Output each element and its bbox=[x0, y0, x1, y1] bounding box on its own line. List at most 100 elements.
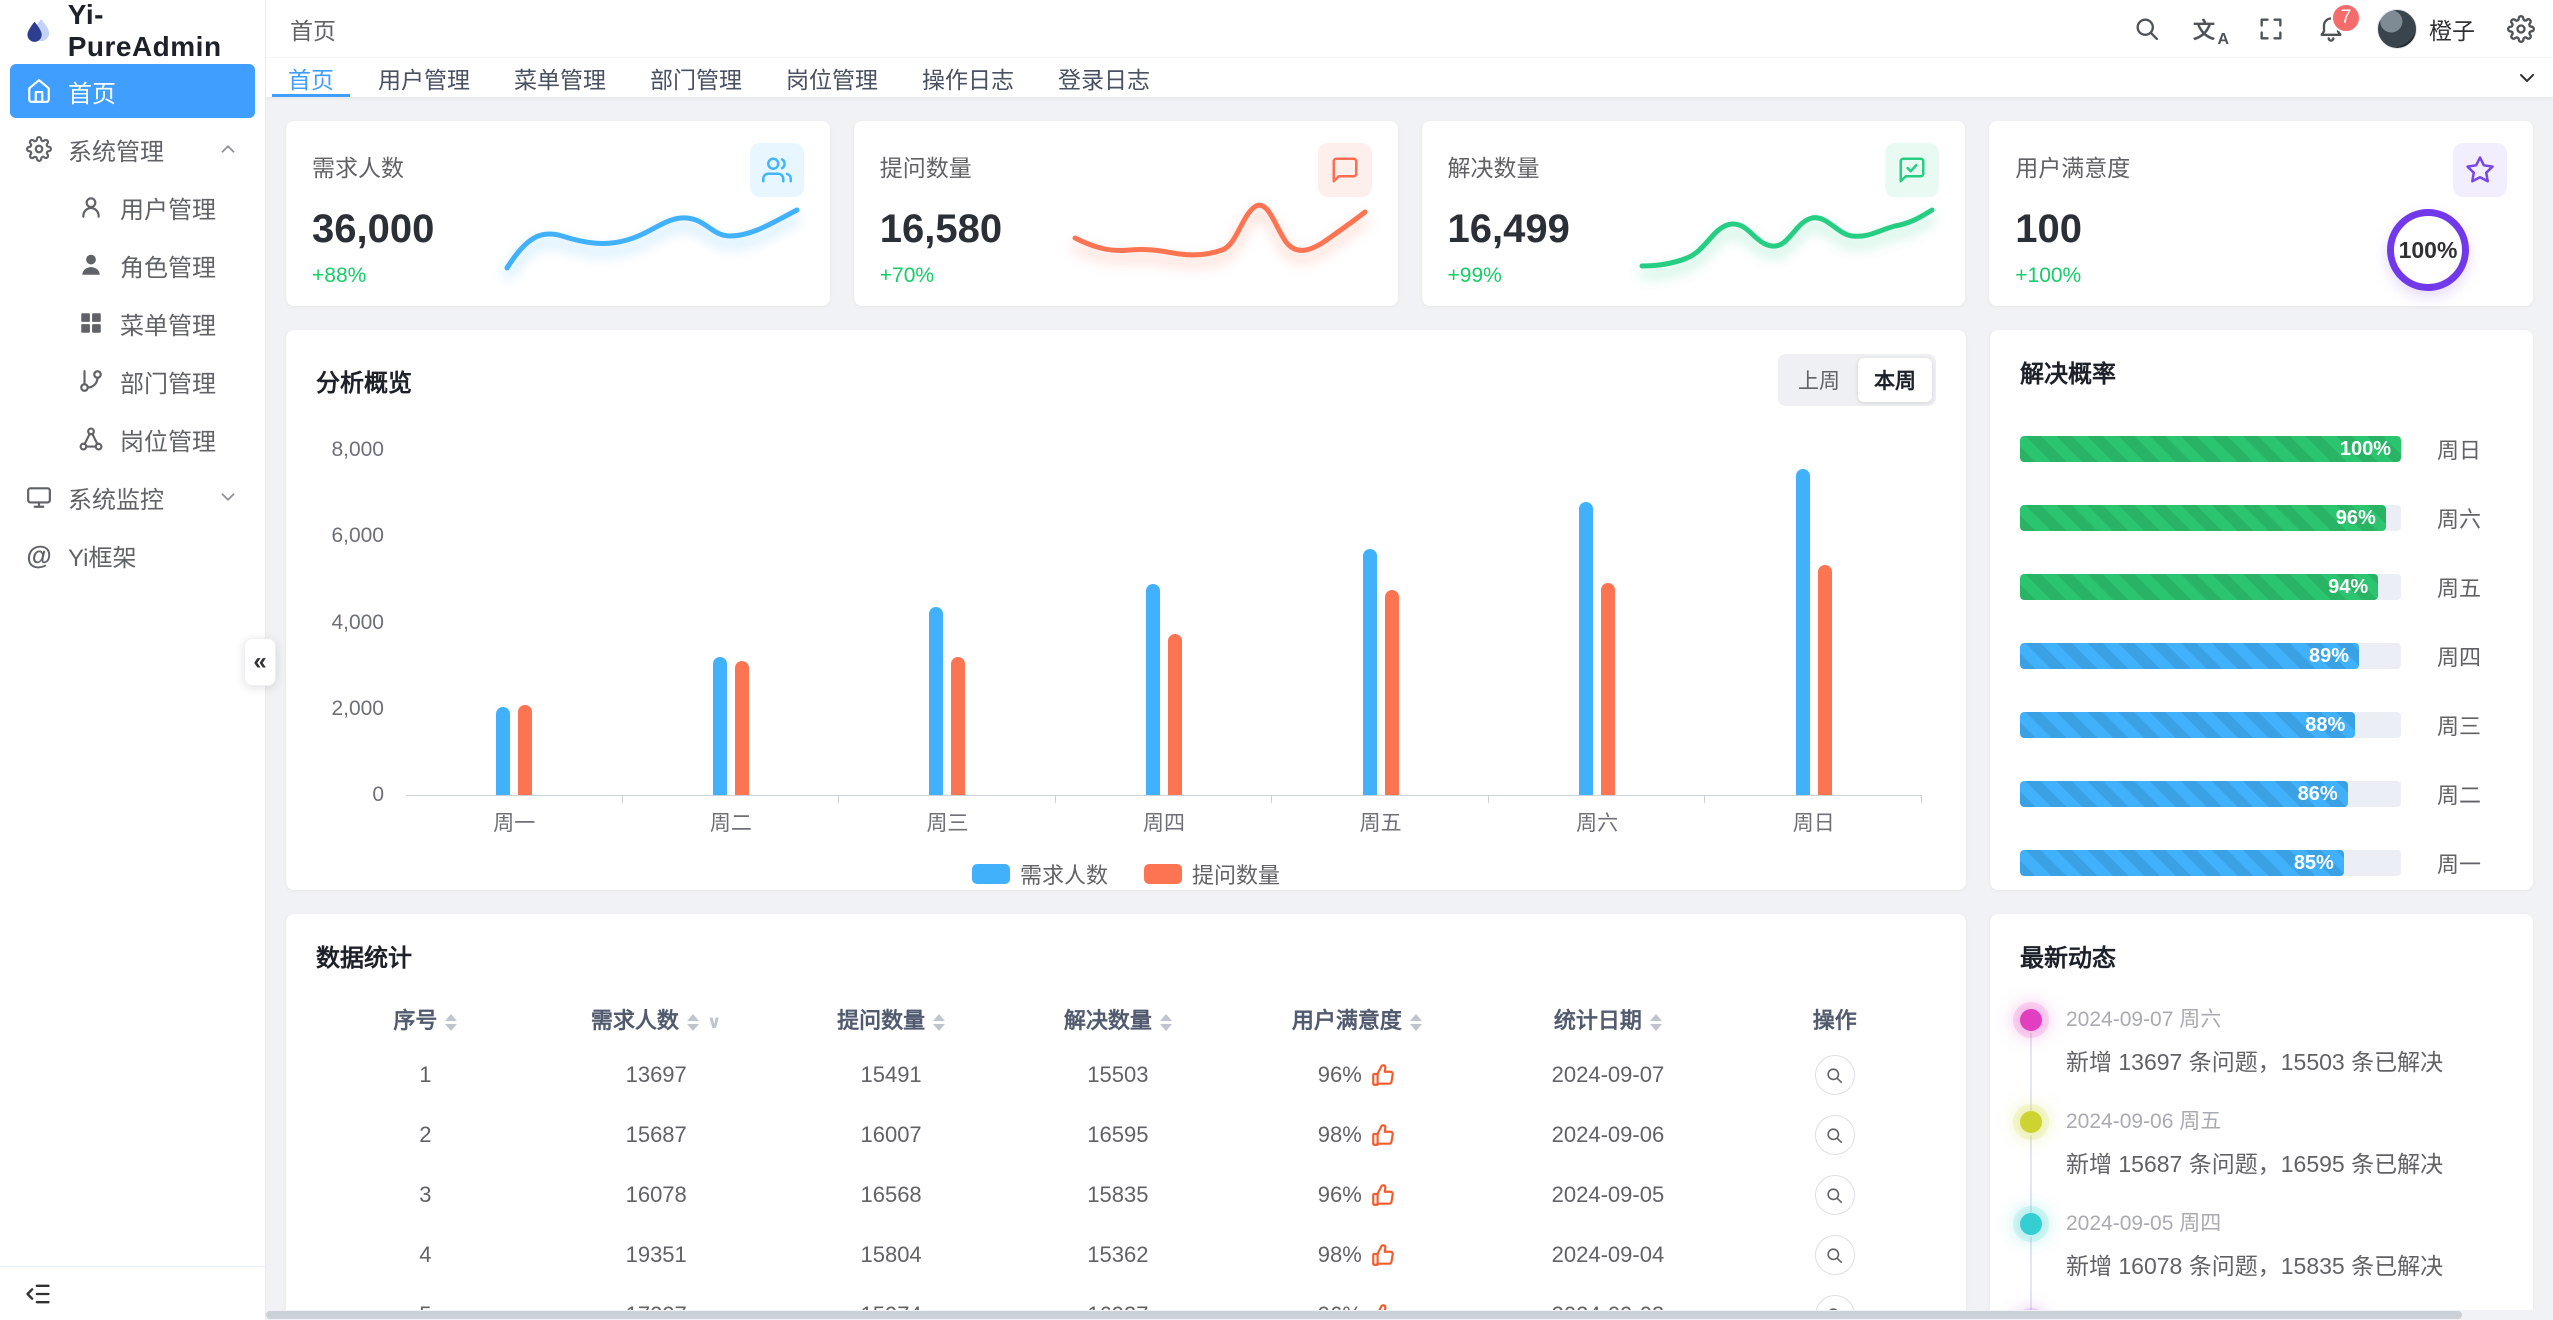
view-detail-button[interactable] bbox=[1814, 1115, 1855, 1155]
solve-rate-panel: 解决概率 100% 周日 96% 周六 94% 周五 89% 周四 88% 周三 86% 周二 85% 周… bbox=[1990, 330, 2533, 890]
sort-carets[interactable] bbox=[933, 1013, 946, 1031]
cell-date: 2024-09-07 bbox=[1551, 1062, 1665, 1087]
sidebar-group-system-monitor[interactable]: 系统监控 bbox=[10, 470, 255, 524]
view-detail-button[interactable] bbox=[1814, 1175, 1855, 1215]
legend-item-提问数量[interactable]: 提问数量 bbox=[1144, 858, 1280, 890]
fullscreen-icon[interactable] bbox=[2257, 15, 2285, 43]
user-filled-icon bbox=[78, 252, 104, 278]
table-row: 3 16078 16568 15835 96% 2024-09-05 bbox=[316, 1165, 1936, 1225]
notification-badge: 7 bbox=[2331, 2, 2361, 33]
bar-group-周六: 周六 bbox=[1489, 450, 1706, 835]
column-header-需求人数[interactable]: 需求人数 ∨ bbox=[535, 993, 778, 1045]
sidebar-item-label: 系统管理 bbox=[68, 138, 164, 166]
tab-登录日志[interactable]: 登录日志 bbox=[1058, 66, 1150, 93]
solve-rate-row-周一: 85% 周一 bbox=[2020, 847, 2503, 879]
timeline-item: 2024-09-07 周六 新增 13697 条问题，15503 条已解决 bbox=[2020, 1003, 2503, 1111]
sidebar-item-label: 首页 bbox=[68, 80, 116, 108]
satisfaction-ring: 100% bbox=[2387, 209, 2469, 291]
column-header-序号[interactable]: 序号 bbox=[316, 993, 535, 1045]
cell-no: 3 bbox=[419, 1182, 432, 1207]
timeline-item: 2024-09-05 周四 新增 16078 条问题，15835 条已解决 bbox=[2020, 1207, 2503, 1315]
column-header-操作[interactable]: 操作 bbox=[1733, 993, 1936, 1045]
timeline-dot bbox=[2020, 1111, 2042, 1133]
column-header-用户满意度[interactable]: 用户满意度 bbox=[1231, 993, 1482, 1045]
sidebar-item-home[interactable]: 首页 bbox=[10, 64, 255, 118]
sort-carets[interactable] bbox=[686, 1013, 699, 1031]
sidebar-item-yi-framework[interactable]: @ Yi框架 bbox=[10, 528, 255, 582]
collapse-menu-icon[interactable] bbox=[24, 1280, 52, 1308]
legend-item-需求人数[interactable]: 需求人数 bbox=[971, 858, 1108, 890]
sort-carets[interactable] bbox=[445, 1013, 458, 1031]
bar-需求人数 bbox=[1579, 501, 1594, 795]
view-detail-button[interactable] bbox=[1814, 1055, 1855, 1095]
column-header-解决数量[interactable]: 解决数量 bbox=[1004, 993, 1231, 1045]
tabs-dropdown-icon[interactable] bbox=[2501, 58, 2553, 97]
sort-carets[interactable] bbox=[1649, 1013, 1662, 1031]
share-nodes-icon bbox=[78, 426, 104, 452]
tab-岗位管理[interactable]: 岗位管理 bbox=[786, 66, 878, 93]
message-check-icon bbox=[1885, 143, 1940, 197]
stat-card-demand: 需求人数 36,000 +88% bbox=[286, 121, 830, 306]
analysis-overview-panel: 分析概览 上周 本周 0 2,000 4,000 6,000 8,000 周一 周二 周三 周四… bbox=[286, 330, 1966, 890]
cell-no: 4 bbox=[419, 1242, 432, 1267]
magnifier-icon bbox=[1825, 1126, 1844, 1145]
bar-提问数量 bbox=[518, 705, 533, 795]
cell-demand: 15687 bbox=[625, 1122, 687, 1147]
tab-用户管理[interactable]: 用户管理 bbox=[378, 66, 470, 93]
timeline-dot bbox=[2020, 1009, 2042, 1031]
app-logo[interactable]: Yi-PureAdmin bbox=[0, 0, 265, 62]
segment-option-上周[interactable]: 上周 bbox=[1798, 370, 1840, 393]
sidebar-collapse-button[interactable]: « bbox=[244, 638, 276, 686]
scrollbar-thumb[interactable] bbox=[266, 1311, 2462, 1319]
stat-card-delta: +70% bbox=[879, 264, 935, 287]
progress-fill: 85% bbox=[2020, 850, 2344, 876]
week-segmented-control: 上周 本周 bbox=[1778, 354, 1936, 406]
tab-部门管理[interactable]: 部门管理 bbox=[650, 66, 742, 93]
tab-操作日志[interactable]: 操作日志 bbox=[922, 66, 1014, 93]
grid-icon bbox=[78, 310, 104, 336]
column-label: 用户满意度 bbox=[1291, 1008, 1402, 1033]
progress-fill: 94% bbox=[2020, 574, 2379, 600]
progress-fill: 96% bbox=[2020, 505, 2386, 531]
sidebar-item-post-management[interactable]: 岗位管理 bbox=[62, 412, 255, 466]
stat-card-title: 解决数量 bbox=[1447, 155, 1540, 181]
tab-首页[interactable]: 首页 bbox=[266, 58, 356, 97]
column-header-统计日期[interactable]: 统计日期 bbox=[1482, 993, 1733, 1045]
cell-satisfaction: 96% bbox=[1318, 1182, 1396, 1208]
star-badge-icon bbox=[2453, 143, 2507, 197]
tab-菜单管理[interactable]: 菜单管理 bbox=[514, 66, 606, 93]
segment-option-本周[interactable]: 本周 bbox=[1858, 358, 1932, 402]
filter-chevron-icon[interactable]: ∨ bbox=[706, 1011, 722, 1032]
column-header-提问数量[interactable]: 提问数量 bbox=[778, 993, 1005, 1045]
sidebar-item-role-management[interactable]: 角色管理 bbox=[62, 238, 255, 292]
main-content: 需求人数 36,000 +88% 提问数量 16,580 +70% 解决数量 bbox=[266, 97, 2553, 1320]
settings-icon[interactable] bbox=[2507, 15, 2535, 43]
progress-label: 周三 bbox=[2437, 714, 2482, 739]
y-axis-tick: 2,000 bbox=[331, 696, 384, 720]
solve-rate-row-周二: 86% 周二 bbox=[2020, 778, 2503, 810]
legend-swatch bbox=[1144, 864, 1182, 884]
search-icon[interactable] bbox=[2133, 15, 2161, 43]
panel-title: 分析概览 bbox=[316, 369, 412, 397]
solve-rate-row-周日: 100% 周日 bbox=[2020, 433, 2503, 465]
sidebar-item-department-management[interactable]: 部门管理 bbox=[62, 354, 255, 408]
users-icon bbox=[749, 143, 804, 197]
stat-card-satisfaction: 用户满意度 100 +100% 100% bbox=[1989, 121, 2533, 306]
breadcrumb[interactable]: 首页 bbox=[290, 17, 336, 44]
solve-rate-row-周五: 94% 周五 bbox=[2020, 571, 2503, 603]
sort-carets[interactable] bbox=[1409, 1013, 1422, 1031]
progress-label: 周五 bbox=[2437, 576, 2482, 601]
y-axis: 0 2,000 4,000 6,000 8,000 bbox=[316, 438, 392, 806]
sidebar-group-system-management[interactable]: 系统管理 bbox=[10, 122, 255, 176]
sort-carets[interactable] bbox=[1159, 1013, 1172, 1031]
sidebar-item-menu-management[interactable]: 菜单管理 bbox=[62, 296, 255, 350]
horizontal-scrollbar[interactable] bbox=[266, 1310, 2553, 1320]
view-detail-button[interactable] bbox=[1814, 1235, 1855, 1275]
notifications-button[interactable]: 7 bbox=[2317, 2, 2361, 43]
cell-satisfaction: 98% bbox=[1318, 1242, 1396, 1268]
timeline-date: 2024-09-07 周六 bbox=[2066, 1008, 2222, 1031]
sidebar-item-user-management[interactable]: 用户管理 bbox=[62, 180, 255, 234]
user-menu[interactable]: 橙子 bbox=[2377, 8, 2475, 49]
chevron-up-icon bbox=[217, 138, 239, 160]
